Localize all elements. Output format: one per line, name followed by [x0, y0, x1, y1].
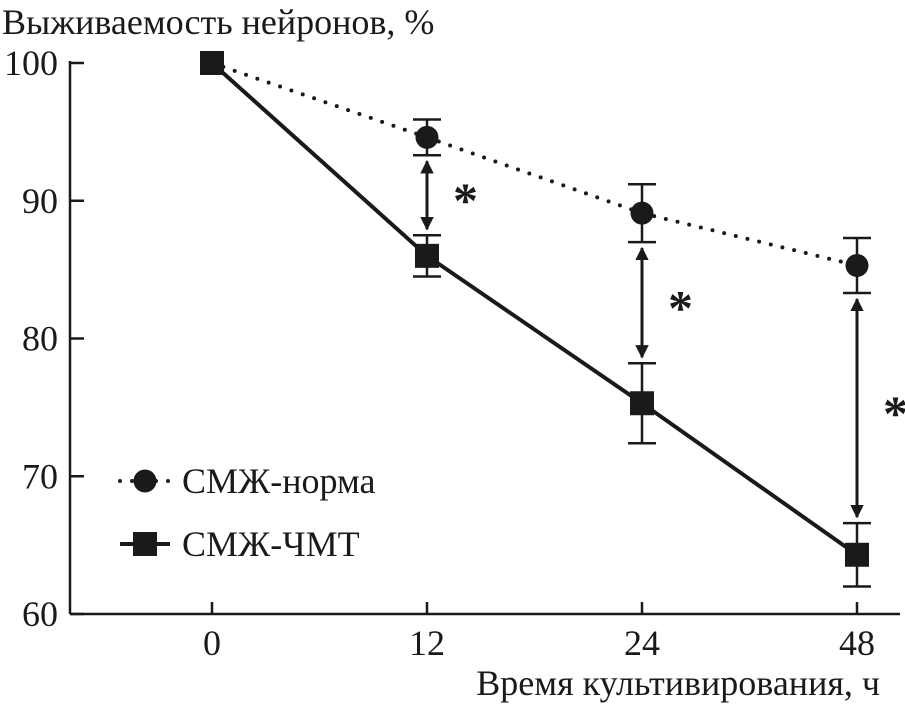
data-point-circle	[630, 201, 654, 225]
x-axis-label: Время культивирования, ч	[476, 663, 880, 703]
x-tick-label: 0	[203, 623, 221, 663]
y-tick-label: 60	[22, 594, 58, 634]
y-tick-label: 90	[22, 181, 58, 221]
y-axis-label: Выживаемость нейронов, %	[2, 2, 434, 42]
significance-asterisk: *	[453, 172, 478, 228]
legend-marker-circle	[133, 469, 157, 493]
legend-marker-square	[133, 532, 157, 556]
data-point-square	[845, 542, 869, 567]
data-point-square	[415, 243, 439, 268]
significance-asterisk: *	[668, 280, 693, 336]
y-tick-label: 80	[22, 319, 58, 359]
y-tick-label: 70	[22, 456, 58, 496]
y-tick-label: 100	[4, 43, 58, 83]
data-point-square	[630, 391, 654, 416]
x-tick-label: 12	[409, 623, 445, 663]
data-point-circle	[845, 253, 869, 277]
series-line-2	[210, 61, 859, 557]
data-point-circle	[415, 125, 439, 149]
significance-asterisk: *	[883, 385, 905, 441]
data-point-square	[200, 51, 224, 75]
x-tick-label: 24	[624, 623, 660, 663]
legend-label-normal: СМЖ-норма	[182, 461, 376, 501]
x-tick-label: 48	[839, 623, 875, 663]
series-line-1	[210, 61, 859, 268]
legend-label-tbi: СМЖ-ЧМТ	[182, 524, 360, 564]
